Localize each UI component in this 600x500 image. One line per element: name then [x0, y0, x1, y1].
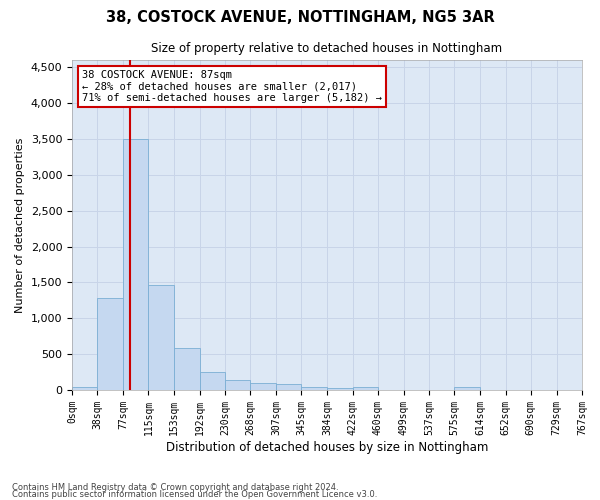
Bar	[72, 387, 97, 390]
Bar	[301, 387, 328, 390]
Bar	[250, 383, 276, 390]
Bar	[225, 380, 250, 390]
Title: Size of property relative to detached houses in Nottingham: Size of property relative to detached ho…	[151, 42, 503, 54]
Bar	[328, 388, 353, 390]
Bar	[174, 348, 200, 390]
Bar	[123, 139, 148, 390]
Bar	[454, 387, 480, 390]
Text: 38 COSTOCK AVENUE: 87sqm
← 28% of detached houses are smaller (2,017)
71% of sem: 38 COSTOCK AVENUE: 87sqm ← 28% of detach…	[82, 70, 382, 103]
Text: 38, COSTOCK AVENUE, NOTTINGHAM, NG5 3AR: 38, COSTOCK AVENUE, NOTTINGHAM, NG5 3AR	[106, 10, 494, 25]
Bar	[276, 384, 301, 390]
Text: Contains HM Land Registry data © Crown copyright and database right 2024.: Contains HM Land Registry data © Crown c…	[12, 484, 338, 492]
Text: Contains public sector information licensed under the Open Government Licence v3: Contains public sector information licen…	[12, 490, 377, 499]
X-axis label: Distribution of detached houses by size in Nottingham: Distribution of detached houses by size …	[166, 440, 488, 454]
Bar	[148, 284, 174, 390]
Y-axis label: Number of detached properties: Number of detached properties	[15, 138, 25, 312]
Bar	[353, 387, 378, 390]
Bar	[200, 372, 225, 390]
Bar	[97, 298, 123, 390]
